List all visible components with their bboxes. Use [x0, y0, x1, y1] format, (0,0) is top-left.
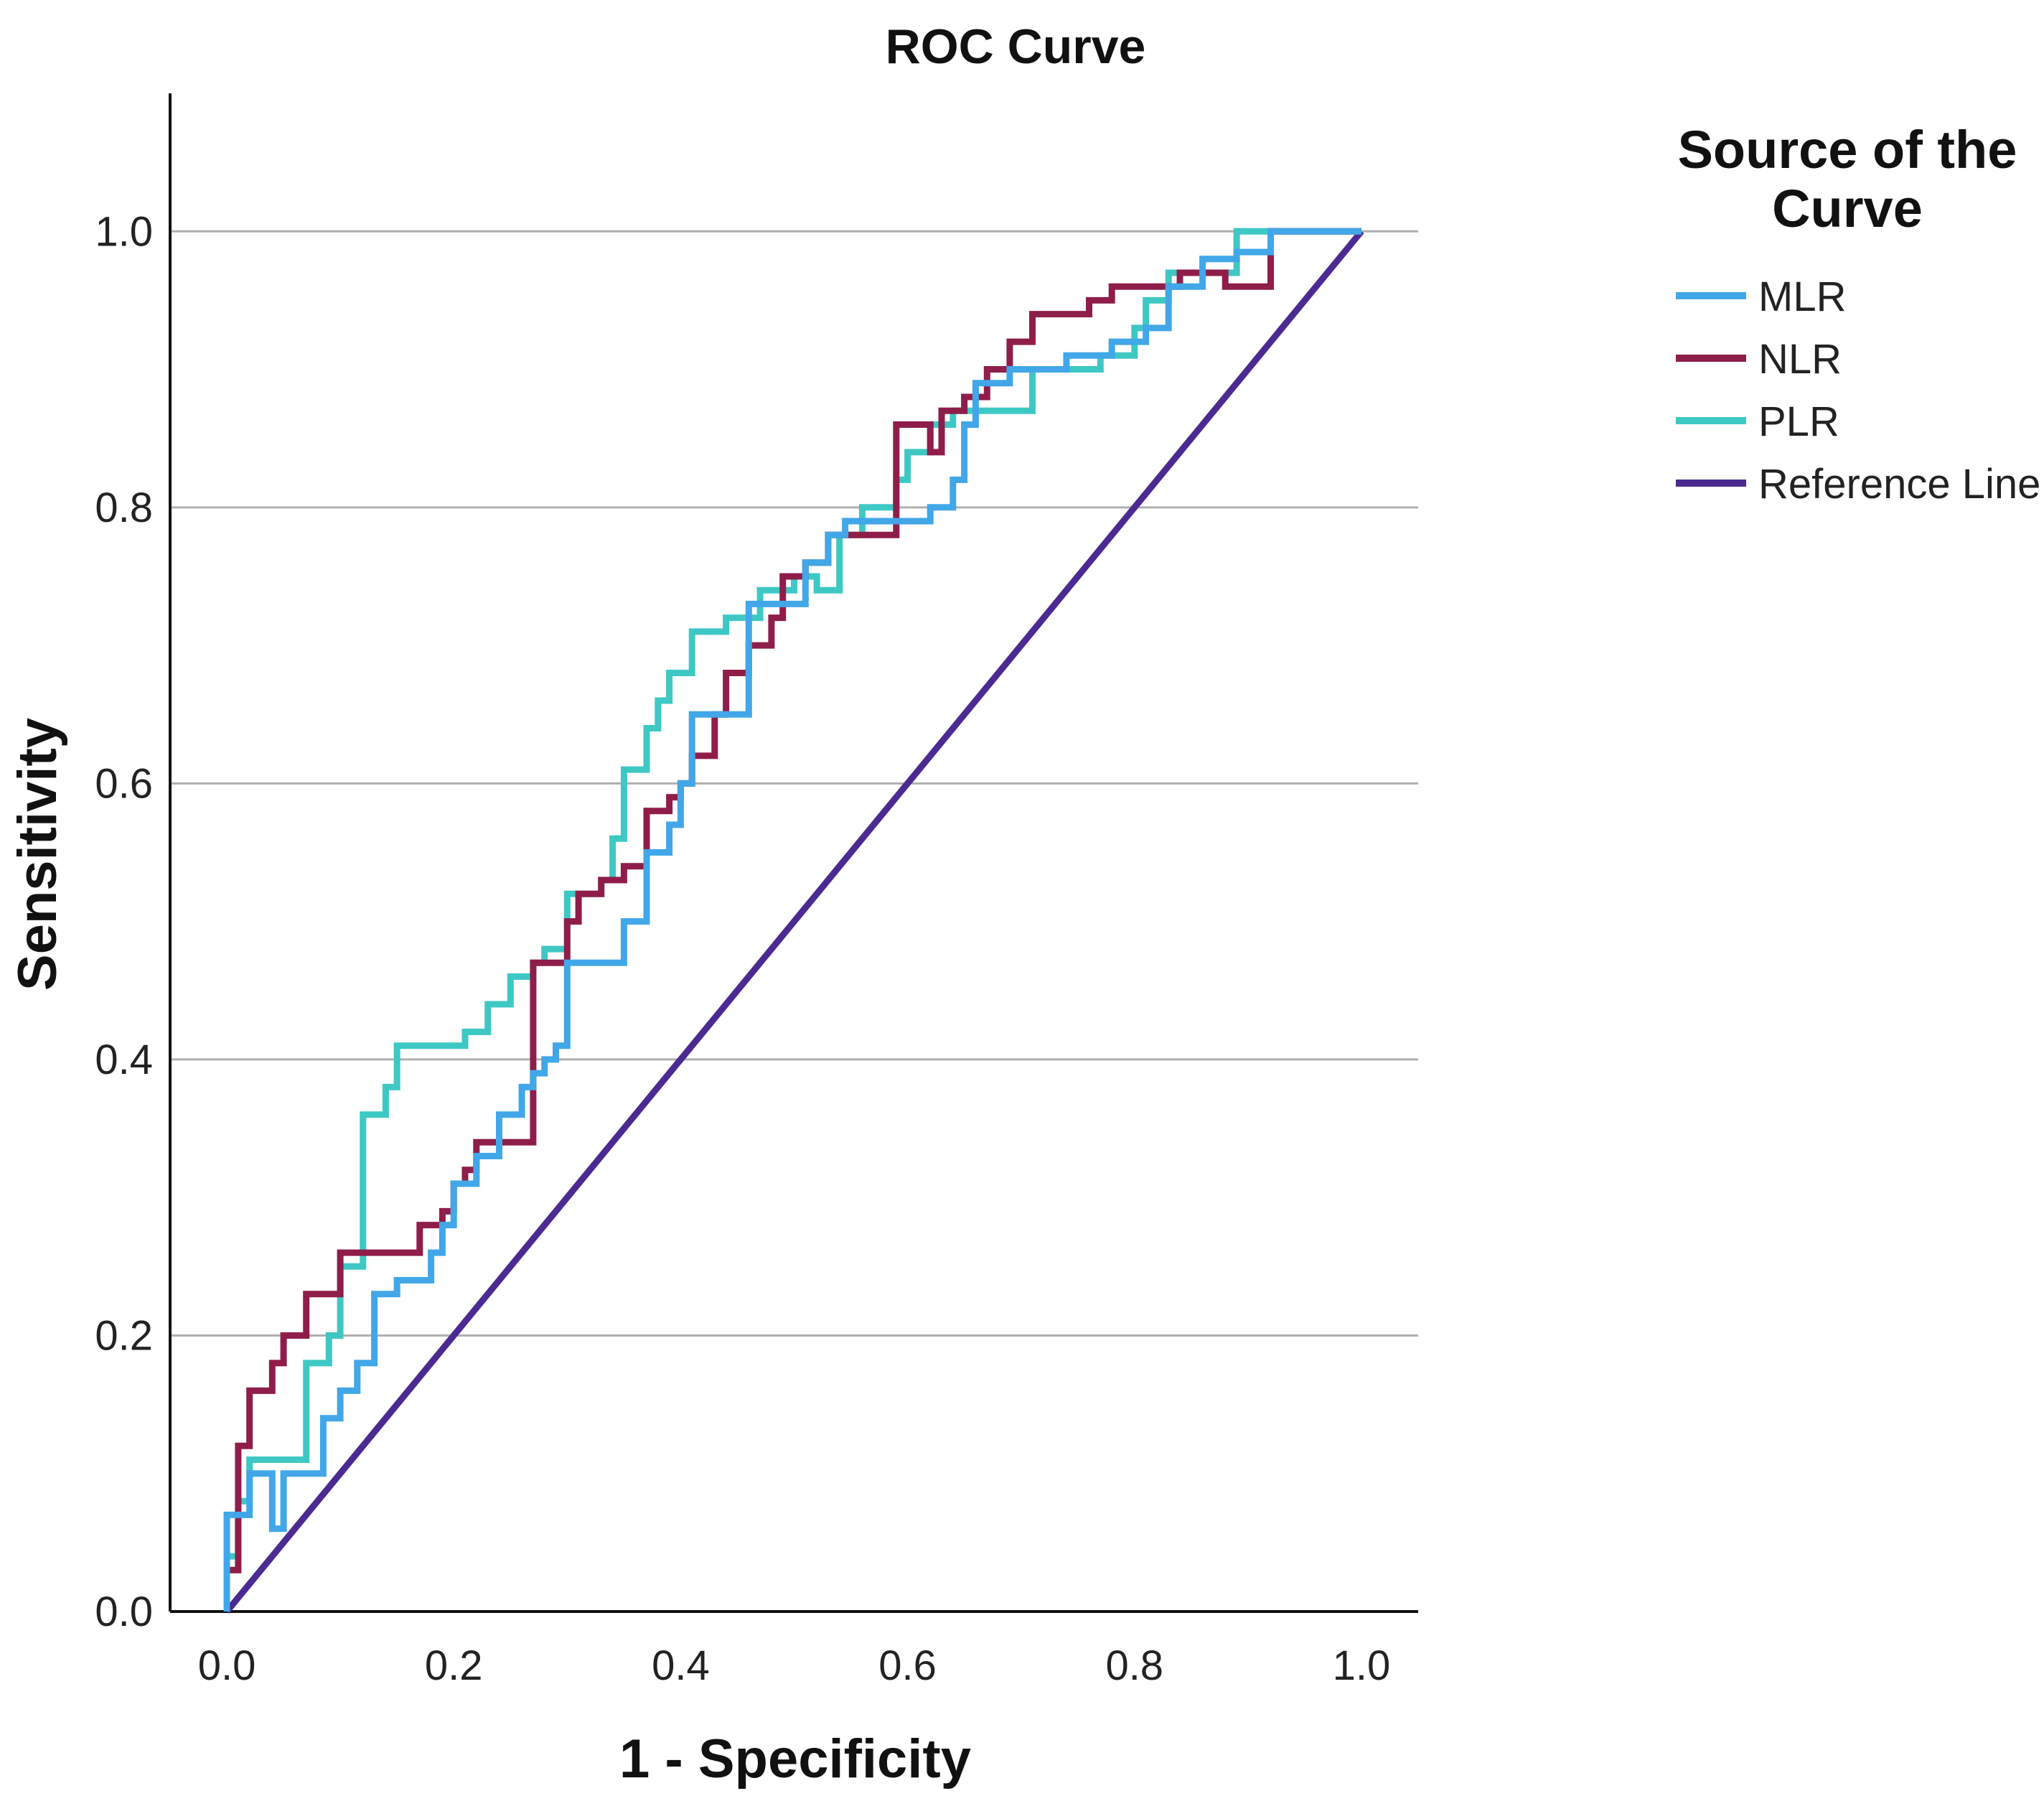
y-tick-label: 0.6 [95, 760, 153, 807]
x-tick-label: 0.4 [652, 1642, 710, 1689]
x-axis-label: 1 - Specificity [619, 1729, 971, 1790]
x-tick-label: 0.8 [1105, 1642, 1163, 1689]
axes [169, 93, 1418, 1613]
series-lines [223, 228, 1364, 1614]
legend-items: MLR NLR PLR Reference Line [1676, 273, 2040, 508]
series-line-mlr [223, 228, 1361, 1612]
chart-title: ROC Curve [886, 19, 1146, 74]
series-line-reference-line [224, 229, 1364, 1614]
x-tick-label: 0.0 [198, 1642, 256, 1689]
x-tick-label: 0.6 [878, 1642, 937, 1689]
legend: Source of the Curve MLR NLR PLR Reference L… [1676, 120, 2040, 508]
legend-label-reference-line: Reference Line [1758, 461, 2040, 508]
legend-label-nlr: NLR [1758, 336, 1842, 383]
y-tick-label: 0.4 [95, 1037, 153, 1083]
legend-title-line-1: Source of the [1678, 120, 2017, 179]
gridlines [170, 230, 1418, 1337]
y-axis-ticks: 0.0 0.2 0.4 0.6 0.8 1.0 [95, 208, 153, 1635]
x-axis-ticks: 0.0 0.2 0.4 0.6 0.8 1.0 [198, 1642, 1391, 1689]
y-axis-label: Sensitivity [7, 718, 68, 991]
y-tick-label: 0.8 [95, 485, 153, 531]
y-tick-label: 1.0 [95, 208, 153, 255]
x-tick-label: 1.0 [1333, 1642, 1391, 1689]
y-tick-label: 0.0 [95, 1589, 153, 1635]
legend-title-line-2: Curve [1772, 179, 1923, 238]
series-line-plr [223, 228, 1361, 1612]
legend-label-mlr: MLR [1758, 273, 1846, 320]
x-tick-label: 0.2 [425, 1642, 483, 1689]
y-tick-label: 0.2 [95, 1312, 153, 1359]
legend-label-plr: PLR [1758, 398, 1839, 445]
